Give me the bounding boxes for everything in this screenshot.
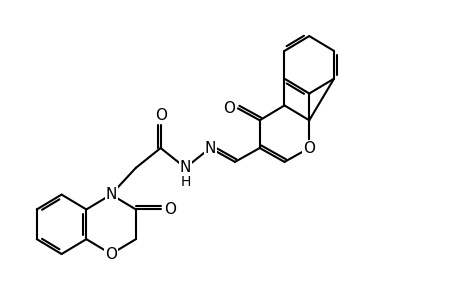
Text: O: O xyxy=(105,247,117,262)
Text: N: N xyxy=(105,187,117,202)
Text: H: H xyxy=(180,175,190,189)
Text: O: O xyxy=(154,108,166,123)
Text: O: O xyxy=(302,140,314,155)
Text: O: O xyxy=(223,101,235,116)
Text: O: O xyxy=(164,202,176,217)
Text: N: N xyxy=(204,140,215,155)
Text: N: N xyxy=(179,160,190,175)
